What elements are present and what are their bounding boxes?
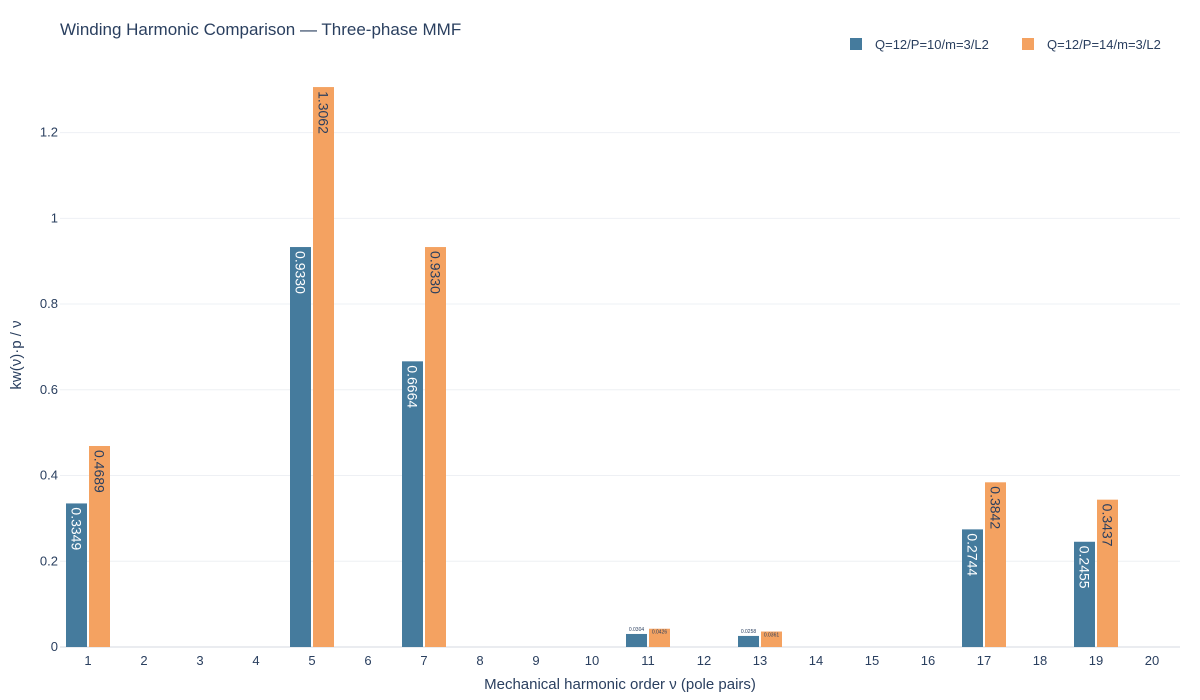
x-tick-label: 20 — [1145, 653, 1159, 668]
bar-value-label: 0.3842 — [988, 486, 1004, 529]
x-tick-label: 6 — [364, 653, 371, 668]
x-tick-label: 3 — [196, 653, 203, 668]
y-tick-label: 0.2 — [40, 553, 58, 568]
x-tick-label: 9 — [532, 653, 539, 668]
x-axis-ticks: 1 2 3 4 5 6 7 8 9 10 11 12 13 14 15 16 17 18 19 20 — [84, 653, 1159, 668]
legend[interactable]: Q=12/P=10/m=3/L2 Q=12/P=14/m=3/L2 — [850, 37, 1161, 52]
bar-value-label: 0.4689 — [92, 450, 108, 493]
bar-value-label: 0.0361 — [764, 633, 780, 639]
legend-label-series-2: Q=12/P=14/m=3/L2 — [1047, 37, 1161, 52]
x-tick-label: 15 — [865, 653, 879, 668]
y-tick-label: 0.6 — [40, 382, 58, 397]
bar-value-label: 0.3349 — [69, 507, 85, 550]
bar-value-label: 0.2744 — [965, 533, 981, 576]
x-tick-label: 2 — [140, 653, 147, 668]
bar-value-label: 0.0426 — [652, 630, 668, 636]
x-tick-label: 12 — [697, 653, 711, 668]
bar-value-label: 0.0258 — [741, 629, 757, 635]
bar-value-labels: 0.3349 0.9330 0.6664 0.0304 0.0258 0.2744 0.24… — [69, 91, 1116, 638]
x-tick-label: 1 — [84, 653, 91, 668]
x-tick-label: 8 — [476, 653, 483, 668]
x-tick-label: 11 — [641, 653, 655, 668]
bar-value-label: 1.3062 — [316, 91, 332, 134]
chart-title: Winding Harmonic Comparison — Three-phas… — [60, 20, 461, 39]
bar-value-label: 0.6664 — [405, 365, 421, 408]
y-gridlines — [60, 133, 1180, 647]
x-tick-label: 5 — [308, 653, 315, 668]
bar-series-1-11[interactable] — [626, 634, 647, 647]
x-axis-title: Mechanical harmonic order ν (pole pairs) — [484, 676, 756, 693]
y-tick-label: 0 — [51, 639, 58, 654]
legend-label-series-1: Q=12/P=10/m=3/L2 — [875, 37, 989, 52]
y-tick-label: 0.8 — [40, 296, 58, 311]
bar-series-2-5[interactable] — [313, 87, 334, 647]
x-tick-label: 18 — [1033, 653, 1047, 668]
bar-value-label: 0.9330 — [428, 251, 444, 294]
bar-value-label: 0.3437 — [1100, 504, 1116, 547]
x-tick-label: 17 — [977, 653, 991, 668]
x-tick-label: 10 — [585, 653, 599, 668]
x-tick-label: 7 — [420, 653, 427, 668]
y-tick-label: 1.2 — [40, 125, 58, 140]
bar-series-1-5[interactable] — [290, 247, 311, 647]
bar-series-1-13[interactable] — [738, 636, 759, 647]
y-axis-ticks: 0 0.2 0.4 0.6 0.8 1 1.2 — [40, 125, 58, 654]
bar-value-label: 0.9330 — [293, 251, 309, 294]
bars — [66, 87, 1118, 647]
x-tick-label: 16 — [921, 653, 935, 668]
x-tick-label: 19 — [1089, 653, 1103, 668]
legend-swatch-series-2 — [1022, 38, 1034, 50]
bar-value-label: 0.0304 — [629, 627, 645, 633]
y-tick-label: 0.4 — [40, 468, 58, 483]
x-tick-label: 14 — [809, 653, 823, 668]
y-tick-label: 1 — [51, 210, 58, 225]
x-tick-label: 4 — [252, 653, 259, 668]
x-tick-label: 13 — [753, 653, 767, 668]
bar-value-label: 0.2455 — [1077, 546, 1093, 589]
bar-series-2-7[interactable] — [425, 247, 446, 647]
y-axis-title: kw(ν)·p / ν — [8, 320, 25, 389]
legend-swatch-series-1 — [850, 38, 862, 50]
